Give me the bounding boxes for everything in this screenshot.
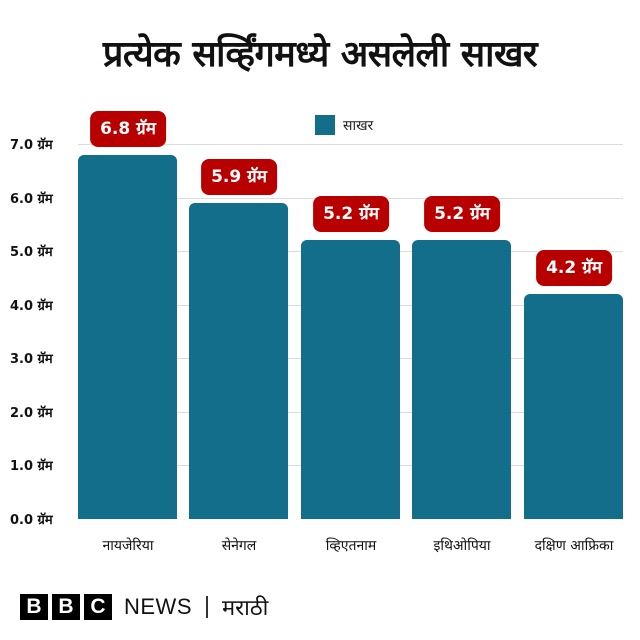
y-tick-label: 1.0 ग्रॅम bbox=[10, 459, 53, 474]
gridline bbox=[78, 144, 623, 145]
bbc-logo-c: C bbox=[84, 594, 112, 620]
y-tick-label: 2.0 ग्रॅम bbox=[10, 406, 53, 421]
x-axis-label: दक्षिण आफ्रिका bbox=[534, 538, 614, 554]
chart-title: प्रत्येक सर्व्हिंगमध्ये असलेली साखर bbox=[102, 34, 538, 75]
legend-label: साखर bbox=[343, 117, 374, 134]
y-tick-label: 0.0 ग्रॅम bbox=[10, 513, 53, 528]
bbc-news-marathi-logo: B B C NEWS मराठी bbox=[20, 592, 268, 622]
news-wordmark: NEWS bbox=[124, 594, 192, 619]
value-badge: 5.9 ग्रॅम bbox=[201, 159, 277, 195]
legend: साखर bbox=[315, 115, 373, 135]
value-badge: 5.2 ग्रॅम bbox=[424, 196, 500, 232]
y-tick-label: 3.0 ग्रॅम bbox=[10, 352, 53, 367]
bbc-logo-b2: B bbox=[52, 594, 80, 620]
bbc-logo-b1: B bbox=[20, 594, 48, 620]
bar bbox=[189, 203, 288, 519]
value-badge: 6.8 ग्रॅम bbox=[90, 111, 166, 147]
bar bbox=[412, 240, 511, 519]
y-tick-label: 7.0 ग्रॅम bbox=[10, 138, 53, 153]
x-axis-label: नायजेरिया bbox=[102, 538, 154, 554]
x-axis-label: व्हिएतनाम bbox=[325, 538, 377, 554]
language-wordmark: मराठी bbox=[222, 596, 269, 621]
bar bbox=[524, 294, 623, 519]
y-tick-label: 5.0 ग्रॅम bbox=[10, 245, 53, 260]
value-badge: 4.2 ग्रॅम bbox=[536, 250, 612, 286]
y-tick-label: 6.0 ग्रॅम bbox=[10, 192, 53, 207]
bar bbox=[78, 155, 177, 519]
value-badge: 5.2 ग्रॅम bbox=[313, 196, 389, 232]
bar bbox=[301, 240, 400, 519]
legend-swatch bbox=[315, 115, 335, 135]
logo-divider bbox=[206, 596, 208, 618]
x-axis-label: सेनेगल bbox=[221, 538, 257, 554]
x-axis-label: इथिओपिया bbox=[433, 538, 491, 554]
y-tick-label: 4.0 ग्रॅम bbox=[10, 299, 53, 314]
